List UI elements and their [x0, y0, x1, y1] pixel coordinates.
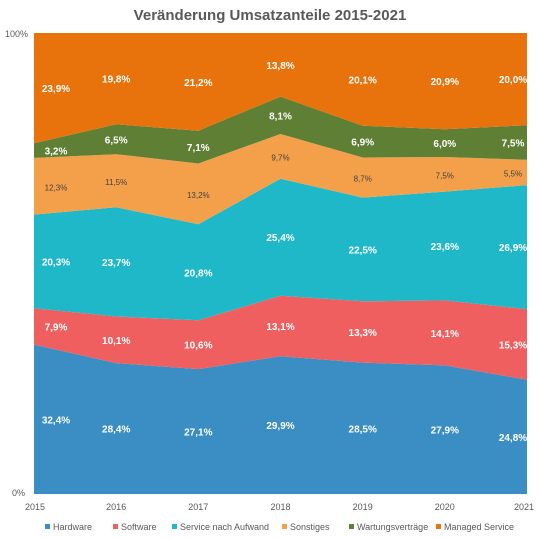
data-label-software-2016: 10,1%	[102, 336, 130, 347]
data-label-sonstiges-2017: 13,2%	[187, 191, 210, 200]
data-label-hardware-2018: 29,9%	[266, 421, 294, 432]
chart-title: Veränderung Umsatzanteile 2015-2021	[134, 7, 407, 24]
legend-item-hardware: Hardware	[53, 522, 92, 532]
data-label-wartungsvertraege-2018: 8,1%	[269, 111, 292, 122]
data-label-managed-service-2016: 19,8%	[102, 75, 130, 86]
x-tick-2017: 2017	[188, 502, 208, 512]
data-labels: 32,4% 28,4% 27,1% 29,9% 28,5% 27,9% 24,8% 7,9% 1…	[42, 61, 527, 444]
data-label-software-2018: 13,1%	[266, 322, 294, 333]
data-label-wartungsvertraege-2015: 3,2%	[45, 147, 68, 158]
area-wartungsvertraege	[34, 96, 527, 164]
data-label-managed-service-2015: 23,9%	[42, 84, 70, 95]
legend-item-wartungsvertraege: Wartungsverträge	[357, 522, 428, 532]
legend-swatch-hardware	[45, 524, 50, 529]
data-label-managed-service-2017: 21,2%	[184, 78, 212, 89]
data-label-wartungsvertraege-2016: 6,5%	[105, 135, 128, 146]
legend-item-managed-service: Managed Service	[444, 522, 514, 532]
area-layers	[34, 33, 527, 494]
data-label-service-nach-aufwand-2015: 20,3%	[42, 257, 70, 268]
x-tick-2016: 2016	[106, 502, 126, 512]
legend-swatch-service-nach-aufwand	[172, 524, 177, 529]
y-tick-100: 100%	[5, 29, 28, 39]
data-label-managed-service-2018: 13,8%	[266, 61, 294, 72]
legend-swatch-wartungsvertraege	[349, 524, 354, 529]
data-label-service-nach-aufwand-2020: 23,6%	[431, 242, 459, 253]
data-label-service-nach-aufwand-2021: 26,9%	[499, 243, 527, 254]
area-service-nach-aufwand	[34, 178, 527, 321]
data-label-hardware-2017: 27,1%	[184, 428, 212, 439]
data-label-hardware-2016: 28,4%	[102, 425, 130, 436]
data-label-hardware-2019: 28,5%	[349, 424, 377, 435]
data-label-sonstiges-2020: 7,5%	[436, 171, 454, 180]
data-label-hardware-2015: 32,4%	[42, 415, 70, 426]
data-label-sonstiges-2019: 8,7%	[354, 175, 372, 184]
y-tick-0: 0%	[12, 488, 25, 498]
legend-item-sonstiges: Sonstiges	[290, 522, 330, 532]
x-tick-2021: 2021	[514, 502, 534, 512]
legend-item-software: Software	[121, 522, 157, 532]
x-tick-2018: 2018	[270, 502, 290, 512]
data-label-wartungsvertraege-2021: 7,5%	[502, 139, 525, 150]
data-label-managed-service-2021: 20,0%	[499, 75, 527, 86]
data-label-wartungsvertraege-2019: 6,9%	[351, 138, 374, 149]
x-tick-labels: 2015 2016 2017 2018 2019 2020 2021	[25, 502, 534, 512]
data-label-wartungsvertraege-2020: 6,0%	[433, 139, 456, 150]
data-label-software-2021: 15,3%	[499, 340, 527, 351]
data-label-software-2015: 7,9%	[45, 322, 68, 333]
legend-swatch-managed-service	[436, 524, 441, 529]
data-label-software-2017: 10,6%	[184, 341, 212, 352]
x-tick-2015: 2015	[25, 502, 45, 512]
legend-swatch-software	[113, 524, 118, 529]
data-label-software-2020: 14,1%	[431, 329, 459, 340]
data-label-service-nach-aufwand-2019: 22,5%	[349, 245, 377, 256]
area-hardware	[34, 344, 527, 494]
data-label-service-nach-aufwand-2018: 25,4%	[266, 233, 294, 244]
data-label-hardware-2020: 27,9%	[431, 426, 459, 437]
legend-item-service-nach-aufwand: Service nach Aufwand	[180, 522, 269, 532]
legend: Hardware Software Service nach Aufwand Sons…	[45, 522, 514, 532]
data-label-service-nach-aufwand-2016: 23,7%	[102, 258, 130, 269]
x-tick-2020: 2020	[435, 502, 455, 512]
legend-swatch-sonstiges	[282, 524, 287, 529]
data-label-service-nach-aufwand-2017: 20,8%	[184, 268, 212, 279]
data-label-sonstiges-2021: 5,5%	[504, 170, 522, 179]
axes: 100% 0%	[5, 29, 28, 498]
data-label-software-2019: 13,3%	[349, 328, 377, 339]
data-label-wartungsvertraege-2017: 7,1%	[187, 143, 210, 154]
area-sonstiges	[34, 134, 527, 225]
data-label-managed-service-2020: 20,9%	[431, 77, 459, 88]
data-label-sonstiges-2018: 9,7%	[271, 153, 289, 162]
area-managed-service	[34, 33, 527, 144]
data-label-sonstiges-2016: 11,5%	[105, 178, 127, 187]
area-software	[34, 295, 527, 380]
x-tick-2019: 2019	[353, 502, 373, 512]
data-label-hardware-2021: 24,8%	[499, 433, 527, 444]
data-label-sonstiges-2015: 12,3%	[45, 183, 68, 192]
data-label-managed-service-2019: 20,1%	[349, 75, 377, 86]
